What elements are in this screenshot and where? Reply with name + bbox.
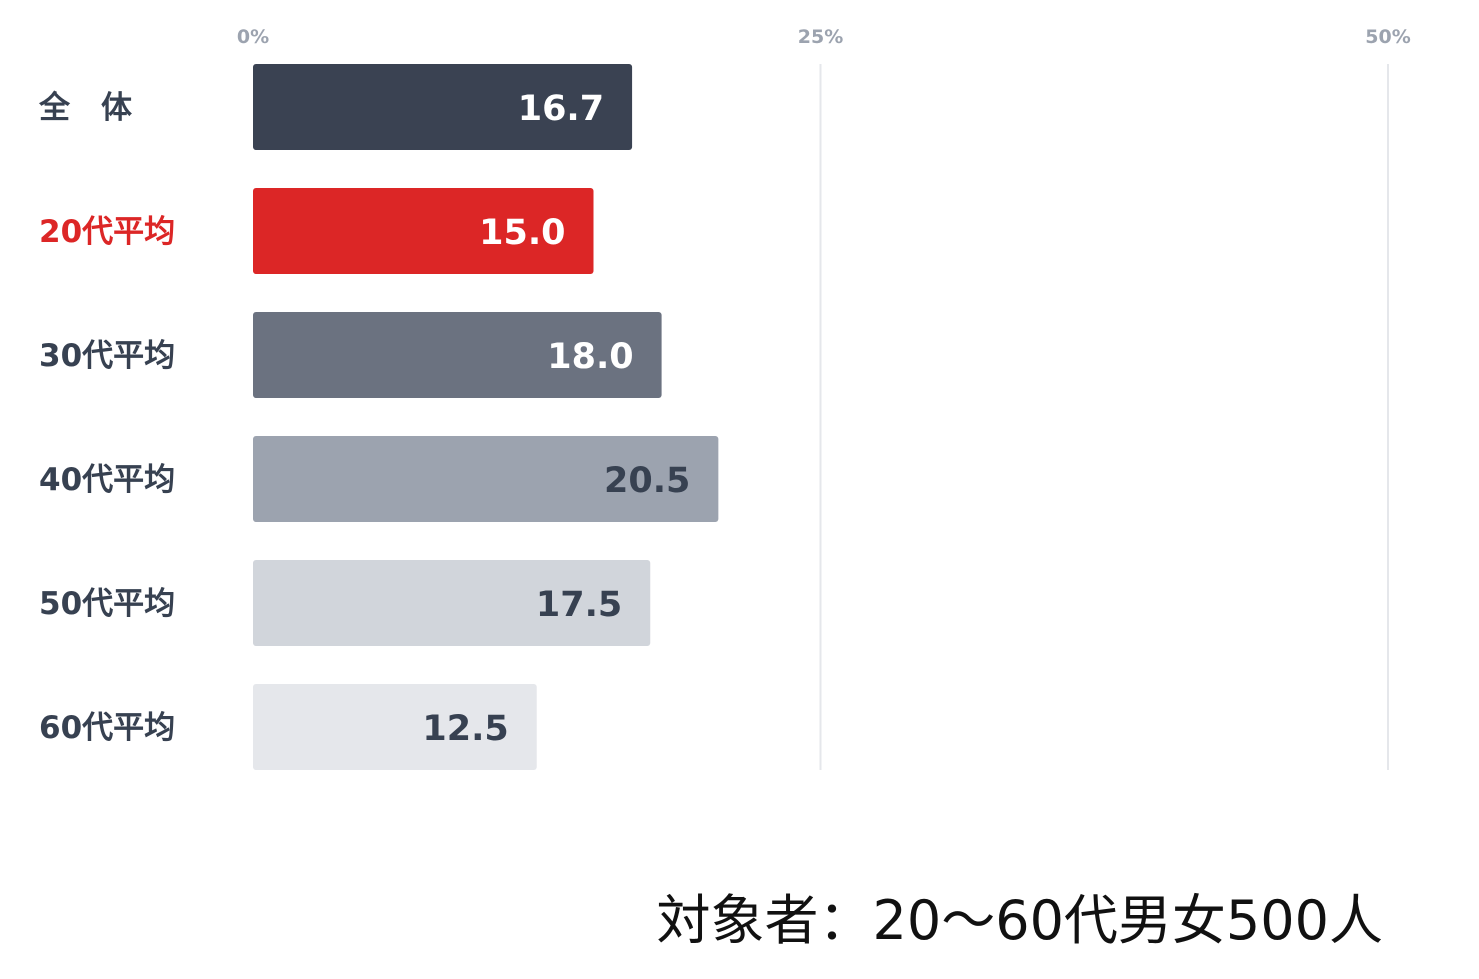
value-label: 17.5 (536, 585, 622, 625)
gridlines (819, 64, 1389, 770)
bars (253, 64, 719, 770)
category-label: 全 体 (38, 90, 132, 126)
x-tick-label: 50% (1365, 26, 1410, 48)
value-label: 20.5 (604, 461, 690, 501)
category-label: 20代平均 (39, 214, 175, 250)
category-labels: 全 体 20代平均 30代平均 40代平均 50代平均 60代平均 (38, 90, 175, 746)
value-label: 18.0 (547, 337, 633, 377)
x-tick-label: 25% (798, 26, 843, 48)
bar (253, 560, 651, 646)
footnote: 対象者：20～60代男女500人 (656, 889, 1384, 952)
x-axis-ticks: 0% 25% 50% (237, 26, 1411, 48)
value-label: 15.0 (479, 213, 565, 253)
bar (253, 64, 633, 150)
bar-chart: 0% 25% 50% 全 体 20代平均 30代平均 40代平均 50代平均 60代平均 16… (38, 26, 1411, 770)
category-label: 50代平均 (39, 586, 175, 622)
value-label: 16.7 (518, 89, 604, 129)
bar (253, 188, 594, 274)
value-labels: 16.7 15.0 18.0 20.5 17.5 12.5 (422, 89, 690, 749)
category-label: 40代平均 (39, 462, 175, 498)
bar (253, 312, 662, 398)
bar (253, 684, 537, 770)
x-tick-label: 0% (237, 26, 269, 48)
value-label: 12.5 (422, 709, 508, 749)
category-label: 30代平均 (39, 338, 175, 374)
category-label: 60代平均 (39, 710, 175, 746)
bar (253, 436, 719, 522)
